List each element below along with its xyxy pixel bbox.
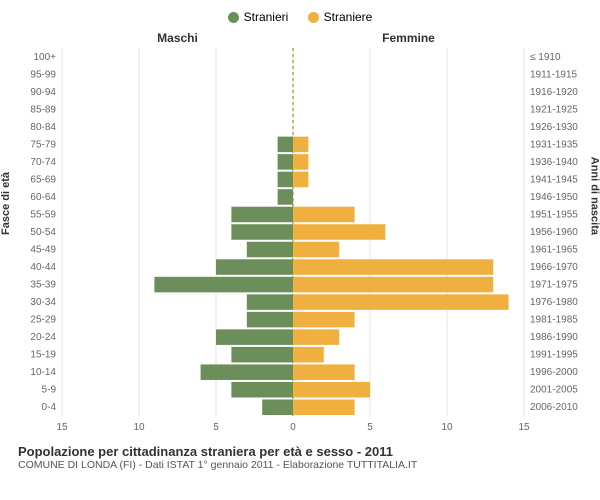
age-label: 35-39 [30,279,56,290]
column-header-male: Maschi [157,31,198,45]
year-label: 1956-1960 [530,227,578,238]
bar-male [154,276,293,292]
year-label: 1936-1940 [530,156,578,167]
bar-male [278,154,293,170]
legend-swatch-female [308,12,319,23]
axis-title-left: Fasce di età [0,172,12,235]
year-label: 1946-1950 [530,191,578,202]
x-tick-label: 0 [290,422,296,433]
age-label: 40-44 [30,262,56,273]
x-tick-label: 15 [518,422,530,433]
bar-male [216,329,293,345]
year-label: 1916-1920 [530,86,578,97]
age-label: 95-99 [30,69,56,80]
axis-title-right: Anni di nascita [588,156,600,234]
age-label: 55-59 [30,209,56,220]
year-label: 1971-1975 [530,279,578,290]
age-label: 80-84 [30,121,56,132]
year-label: 1991-1995 [530,349,578,360]
age-label: 10-14 [30,367,56,378]
year-label: 1996-2000 [530,367,578,378]
age-label: 0-4 [42,402,57,413]
age-label: 25-29 [30,314,56,325]
age-label: 85-89 [30,104,56,115]
bar-male [201,364,293,380]
bar-female [293,241,339,257]
age-label: 20-24 [30,332,56,343]
x-tick-label: 10 [441,422,453,433]
x-tick-label: 5 [213,422,219,433]
year-label: 1911-1915 [530,69,578,80]
age-label: 5-9 [42,384,57,395]
age-label: 75-79 [30,139,56,150]
bar-male [231,206,293,222]
legend: Stranieri Straniere [10,10,590,26]
bar-male [231,224,293,240]
bar-male [278,189,293,205]
year-label: 1966-1970 [530,262,578,273]
year-label: ≤ 1910 [530,51,561,62]
legend-swatch-male [228,12,239,23]
year-label: 1961-1965 [530,244,578,255]
age-label: 60-64 [30,191,56,202]
bar-male [247,294,293,310]
year-label: 1921-1925 [530,104,578,115]
bar-female [293,364,355,380]
bar-female [293,399,355,415]
bar-male [231,346,293,362]
bar-female [293,311,355,327]
bar-female [293,206,355,222]
population-pyramid-chart: Stranieri Straniere Fasce di età Anni di… [0,0,600,500]
bar-male [247,241,293,257]
year-label: 1941-1945 [530,174,578,185]
plot-area: Fasce di età Anni di nascita MaschiFemmi… [10,30,590,440]
year-label: 1986-1990 [530,332,578,343]
x-tick-label: 10 [133,422,145,433]
bar-female [293,381,370,397]
bar-male [216,259,293,275]
year-label: 1951-1955 [530,209,578,220]
year-label: 1976-1980 [530,297,578,308]
bar-female [293,294,509,310]
age-label: 90-94 [30,86,56,97]
bar-female [293,171,308,187]
bar-male [231,381,293,397]
column-header-female: Femmine [382,31,435,45]
bar-male [262,399,293,415]
chart-title: Popolazione per cittadinanza straniera p… [18,444,582,459]
bar-male [278,171,293,187]
age-label: 15-19 [30,349,56,360]
bar-female [293,259,493,275]
legend-label-male: Stranieri [244,10,289,24]
legend-item-female: Straniere [308,10,373,24]
age-label: 100+ [33,51,56,62]
age-label: 45-49 [30,244,56,255]
legend-label-female: Straniere [324,10,373,24]
age-label: 30-34 [30,297,56,308]
age-label: 50-54 [30,227,56,238]
x-tick-label: 5 [367,422,373,433]
year-label: 1981-1985 [530,314,578,325]
bar-female [293,136,308,152]
bar-female [293,154,308,170]
bar-female [293,329,339,345]
legend-item-male: Stranieri [228,10,289,24]
x-tick-label: 15 [56,422,68,433]
bar-female [293,276,493,292]
year-label: 1931-1935 [530,139,578,150]
year-label: 2001-2005 [530,384,578,395]
chart-subtitle: COMUNE DI LONDA (FI) - Dati ISTAT 1° gen… [18,459,582,471]
bar-female [293,346,324,362]
bar-male [278,136,293,152]
bar-female [293,224,385,240]
chart-footer: Popolazione per cittadinanza straniera p… [10,440,590,471]
bar-male [247,311,293,327]
age-label: 65-69 [30,174,56,185]
pyramid-svg: Maschi Femmine 0 5 5 10 10 15 15 100+ ≤ 1910 95-99 1… [10,30,590,440]
age-label: 70-74 [30,156,56,167]
year-label: 1926-1930 [530,121,578,132]
year-label: 2006-2010 [530,402,578,413]
